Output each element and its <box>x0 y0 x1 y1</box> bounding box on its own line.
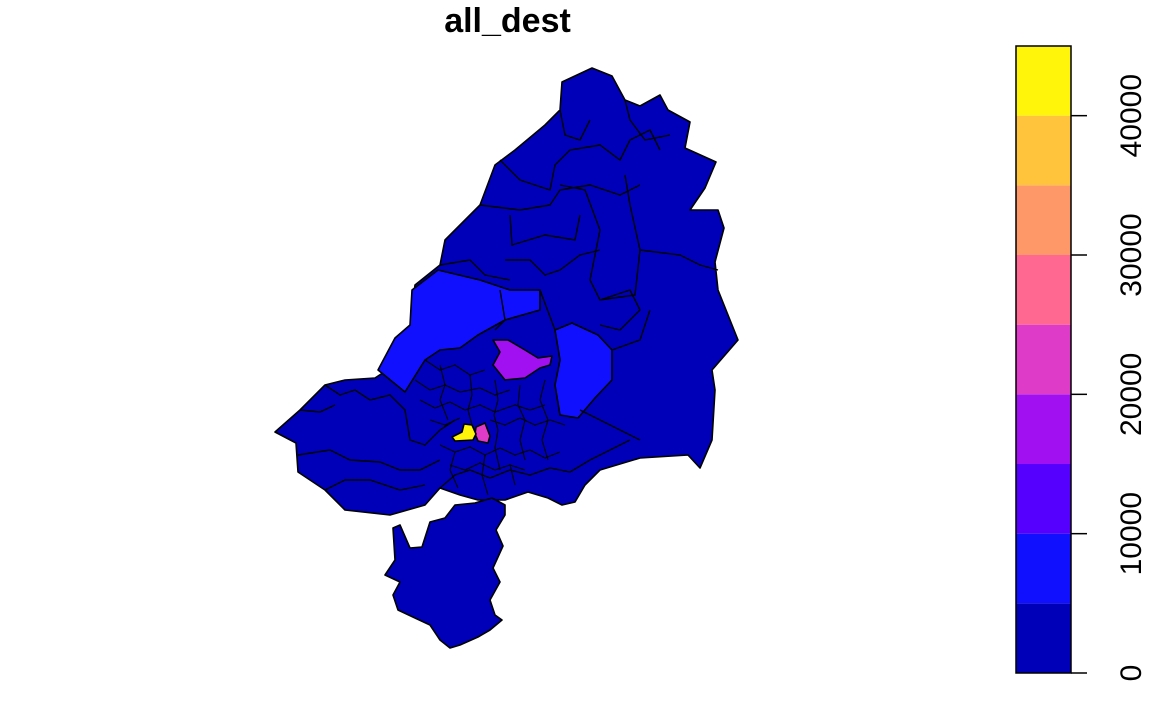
legend-tick-label: 0 <box>1115 665 1148 682</box>
legend-frame <box>1015 45 1072 674</box>
legend-band <box>1016 533 1071 604</box>
legend-tick-label: 10000 <box>1115 492 1148 575</box>
legend-band <box>1016 255 1071 325</box>
legend-tick-label: 30000 <box>1115 213 1148 296</box>
central-dense-boundaries <box>414 359 566 496</box>
legend-tick-label: 20000 <box>1115 353 1148 436</box>
map-layer <box>274 67 739 649</box>
legend-band <box>1016 603 1071 673</box>
region-east-central[interactable] <box>554 322 613 419</box>
region-northwest-coastal[interactable] <box>377 269 541 393</box>
region-southern-peninsula[interactable] <box>384 497 506 649</box>
map-title: all_dest <box>444 2 571 40</box>
color-legend: 0 10000 20000 30000 40000 <box>1015 45 1148 681</box>
region-central-purple[interactable] <box>492 339 553 381</box>
legend-ticks: 0 10000 20000 30000 40000 <box>1071 74 1148 681</box>
legend-band <box>1016 324 1071 395</box>
region-city-center-yellow[interactable] <box>451 423 477 442</box>
legend-tick-label: 40000 <box>1115 74 1148 157</box>
legend-band <box>1016 115 1071 186</box>
legend-band <box>1016 464 1071 534</box>
legend-band <box>1016 46 1071 116</box>
internal-boundaries <box>297 99 719 491</box>
legend-band <box>1016 185 1071 255</box>
legend-color-bands <box>1016 46 1071 673</box>
legend-band <box>1016 394 1071 464</box>
